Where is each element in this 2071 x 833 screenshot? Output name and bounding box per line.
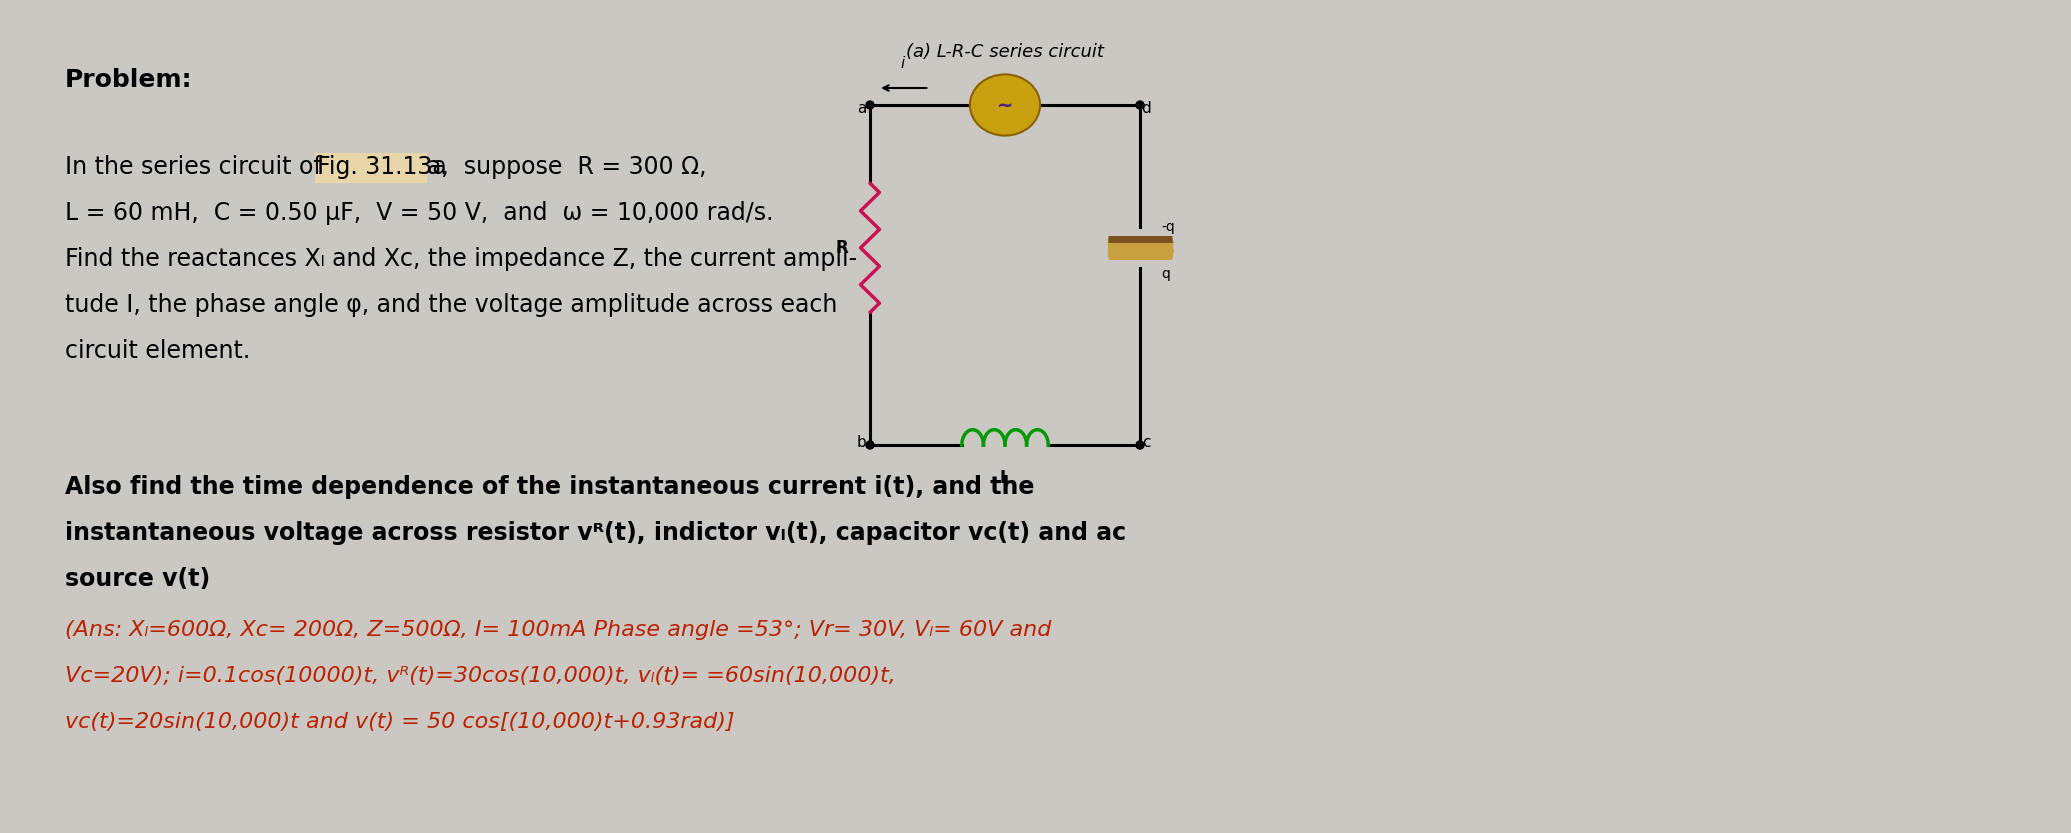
Text: ~: ~: [996, 96, 1013, 114]
Text: Fig. 31.13a: Fig. 31.13a: [317, 155, 447, 179]
Text: a,  suppose  R = 300 Ω,: a, suppose R = 300 Ω,: [427, 155, 706, 179]
Text: a: a: [857, 101, 866, 116]
Text: instantaneous voltage across resistor vᴿ(t), indictor vₗ(t), capacitor vc(t) and: instantaneous voltage across resistor vᴿ…: [64, 521, 1127, 545]
Text: vc(t)=20sin(10,000)t and v(t) = 50 cos[(10,000)t+0.93rad)]: vc(t)=20sin(10,000)t and v(t) = 50 cos[(…: [64, 712, 735, 732]
Circle shape: [1137, 101, 1143, 109]
Text: Also find the time dependence of the instantaneous current i(t), and the: Also find the time dependence of the ins…: [64, 475, 1033, 499]
Text: q: q: [1162, 267, 1170, 281]
Circle shape: [866, 441, 874, 449]
Text: -q: -q: [1162, 220, 1176, 233]
Text: Find the reactances Xₗ and Xᴄ, the impedance Z, the current ampli-: Find the reactances Xₗ and Xᴄ, the imped…: [64, 247, 857, 271]
Text: tude I, the phase angle φ, and the voltage amplitude across each: tude I, the phase angle φ, and the volta…: [64, 293, 837, 317]
Text: circuit element.: circuit element.: [64, 339, 251, 363]
Text: Vc=20V); i=0.1cos(10000)t, vᴿ(t)=30cos(10,000)t, vₗ(t)= =60sin(10,000)t,: Vc=20V); i=0.1cos(10000)t, vᴿ(t)=30cos(1…: [64, 666, 897, 686]
Text: Problem:: Problem:: [64, 68, 193, 92]
Text: d: d: [1141, 101, 1151, 116]
FancyBboxPatch shape: [315, 153, 427, 183]
Text: source v(t): source v(t): [64, 567, 211, 591]
Text: (a) L-R-C series circuit: (a) L-R-C series circuit: [907, 43, 1104, 61]
Circle shape: [866, 101, 874, 109]
Text: C: C: [1162, 239, 1174, 257]
Text: i: i: [901, 56, 905, 71]
Text: R: R: [837, 239, 849, 257]
Circle shape: [1137, 441, 1143, 449]
Bar: [1108, 239, 1172, 257]
Text: b: b: [857, 435, 868, 450]
Text: In the series circuit of: In the series circuit of: [64, 155, 329, 179]
Text: c: c: [1141, 435, 1149, 450]
Text: L = 60 mH,  C = 0.50 μF,  V = 50 V,  and  ω = 10,000 rad/s.: L = 60 mH, C = 0.50 μF, V = 50 V, and ω …: [64, 201, 772, 225]
Ellipse shape: [969, 74, 1040, 136]
Text: L: L: [1000, 469, 1011, 486]
Text: (Ans: Xₗ=600Ω, Xc= 200Ω, Z=500Ω, I= 100mA Phase angle =53°; Vr= 30V, Vₗ= 60V and: (Ans: Xₗ=600Ω, Xc= 200Ω, Z=500Ω, I= 100m…: [64, 620, 1052, 640]
